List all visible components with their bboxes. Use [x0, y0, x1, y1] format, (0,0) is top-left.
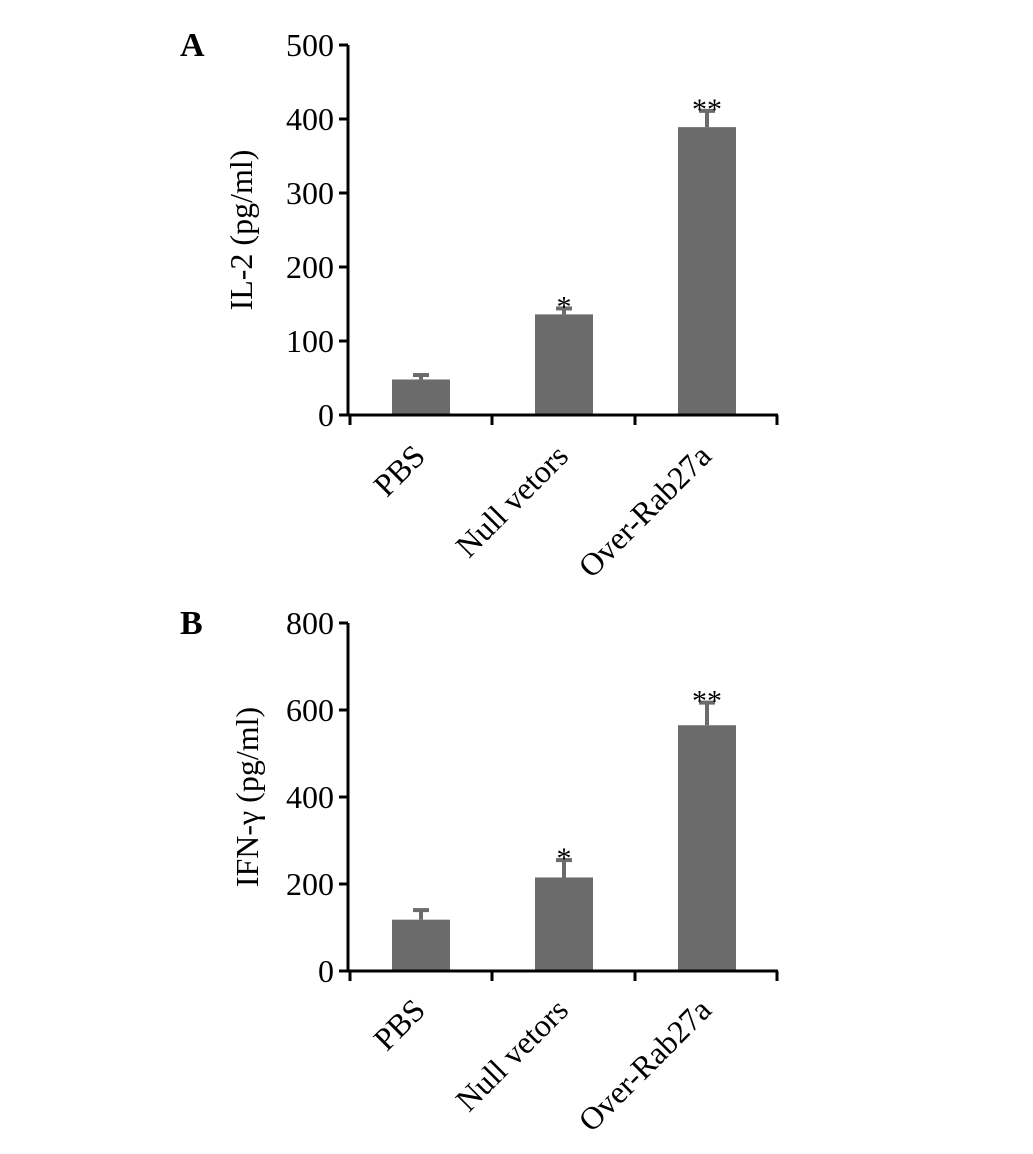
y-tick-label: 200 — [286, 866, 334, 902]
y-axis-label: IFN-γ (pg/ml) — [229, 707, 265, 887]
x-tick-label: Over-Rab27a — [571, 991, 718, 1138]
bar — [392, 919, 450, 971]
bar — [678, 127, 736, 415]
bar — [678, 725, 736, 971]
significance-marker: ** — [692, 93, 722, 126]
x-tick-label: PBS — [366, 991, 432, 1057]
x-tick-label: Null vetors — [448, 437, 575, 564]
panel-label: A — [180, 27, 205, 64]
y-tick-label: 100 — [286, 323, 334, 359]
y-tick-label: 0 — [318, 397, 334, 433]
y-tick-label: 800 — [286, 605, 334, 641]
y-tick-label: 0 — [318, 953, 334, 989]
panel-label: B — [180, 605, 203, 642]
y-tick-label: 300 — [286, 175, 334, 211]
y-tick-label: 200 — [286, 249, 334, 285]
y-axis-label: IL-2 (pg/ml) — [223, 150, 259, 311]
y-tick-label: 500 — [286, 27, 334, 63]
bar — [535, 314, 593, 415]
y-tick-label: 400 — [286, 779, 334, 815]
y-tick-label: 600 — [286, 692, 334, 728]
significance-marker: ** — [692, 685, 722, 718]
bar — [535, 877, 593, 971]
significance-marker: * — [557, 842, 572, 875]
x-tick-label: Null vetors — [448, 991, 575, 1118]
significance-marker: * — [557, 290, 572, 323]
x-tick-label: PBS — [366, 437, 432, 503]
y-tick-label: 400 — [286, 101, 334, 137]
bar — [392, 379, 450, 415]
x-tick-label: Over-Rab27a — [571, 437, 718, 584]
